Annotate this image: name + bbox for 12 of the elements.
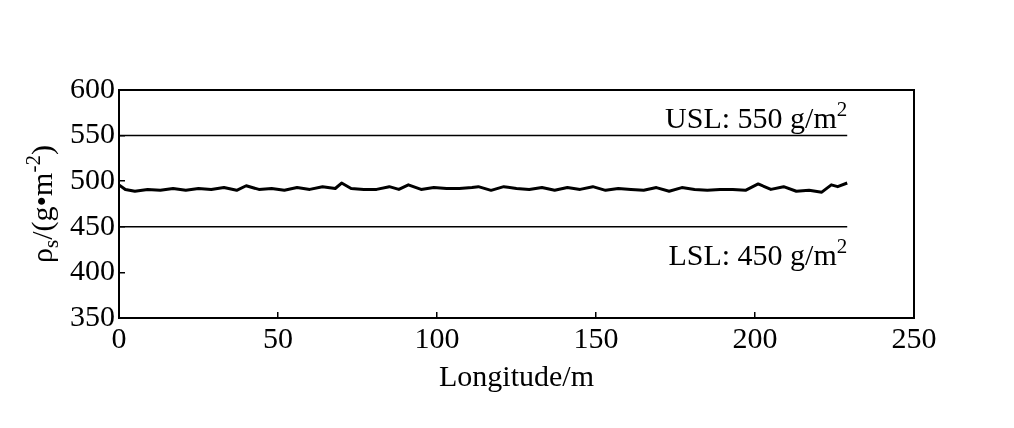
x-tick-label: 250 xyxy=(891,320,937,354)
y-tick-label: 450 xyxy=(70,207,115,241)
x-tick-label: 150 xyxy=(573,320,619,354)
x-tick-label: 50 xyxy=(263,320,293,354)
x-tick-label: 200 xyxy=(732,320,778,354)
y-tick-label: 550 xyxy=(70,116,115,150)
y-tick-label: 500 xyxy=(70,162,115,196)
x-tick-label: 100 xyxy=(414,320,460,354)
y-tick-label: 600 xyxy=(70,70,115,104)
y-tick-label: 400 xyxy=(70,253,115,287)
y-axis-title: ρs/(g•m-2) xyxy=(21,145,63,263)
x-axis-title: Longitude/m xyxy=(439,359,594,392)
